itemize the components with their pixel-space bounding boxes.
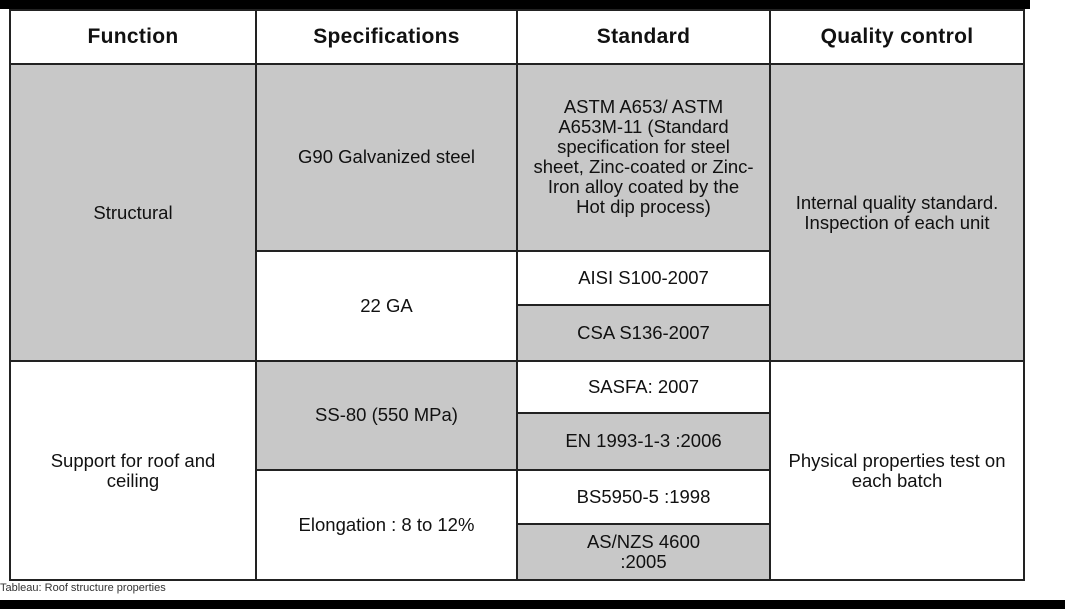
standard-en: EN 1993-1-3 :2006	[516, 412, 771, 471]
table-row: Elongation : 8 to 12% BS5950-5 :1998	[10, 468, 1024, 582]
table-row: Structural G90 Galvanized steel ASTM A65…	[9, 62, 1025, 363]
table-row: EN 1993-1-3 :2006	[10, 412, 1024, 471]
header-function: Function	[9, 9, 257, 65]
table-row: 22 GA AISI S100-2007	[10, 249, 1024, 363]
standard-astm: ASTM A653/ ASTM A653M-11 (Standard speci…	[516, 63, 771, 252]
spec-elongation: Elongation : 8 to 12%	[255, 468, 518, 582]
spec-ss80: SS-80 (550 MPa)	[255, 360, 518, 471]
header-standard: Standard	[516, 9, 771, 65]
header-specifications: Specifications	[255, 9, 518, 65]
table-caption: Tableau: Roof structure properties	[0, 582, 166, 594]
standard-aisi: AISI S100-2007	[516, 249, 771, 306]
function-structural: Structural	[9, 62, 257, 363]
standard-sasfa: SASFA: 2007	[516, 360, 771, 415]
spec-g90-galvanized: G90 Galvanized steel	[255, 63, 518, 252]
table-header-row: Function Specifications Standard Quality…	[9, 9, 1025, 65]
function-support-roof-ceiling: Support for roof and ceiling	[9, 360, 257, 581]
table-row: CSA S136-2007	[10, 303, 1024, 363]
quality-physical: Physical properties test on each batch	[769, 360, 1025, 581]
quality-internal: Internal quality standard. Inspection of…	[769, 62, 1025, 363]
roof-structure-properties-table: Function Specifications Standard Quality…	[9, 9, 1025, 582]
top-black-band	[0, 0, 1065, 9]
header-quality-control: Quality control	[769, 9, 1025, 65]
table-row: AS/NZS 4600 :2005	[10, 522, 1024, 582]
standard-bs: BS5950-5 :1998	[516, 468, 771, 525]
standard-asnzs: AS/NZS 4600 :2005	[516, 522, 771, 582]
table-row: Support for roof and ceiling SS-80 (550 …	[9, 360, 1025, 581]
spec-22-ga: 22 GA	[255, 249, 518, 363]
bottom-black-band	[0, 600, 1065, 609]
standard-csa: CSA S136-2007	[516, 303, 771, 363]
right-margin	[1030, 0, 1065, 600]
